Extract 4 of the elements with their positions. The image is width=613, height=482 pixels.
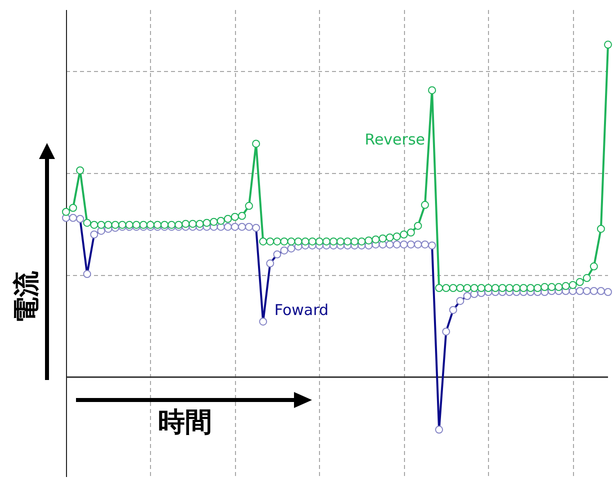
y-axis-title: 電流 — [12, 270, 42, 325]
series-label: Foward — [274, 300, 329, 319]
series-label: Reverse — [364, 130, 425, 149]
x-axis-title: 時間 — [158, 406, 212, 440]
